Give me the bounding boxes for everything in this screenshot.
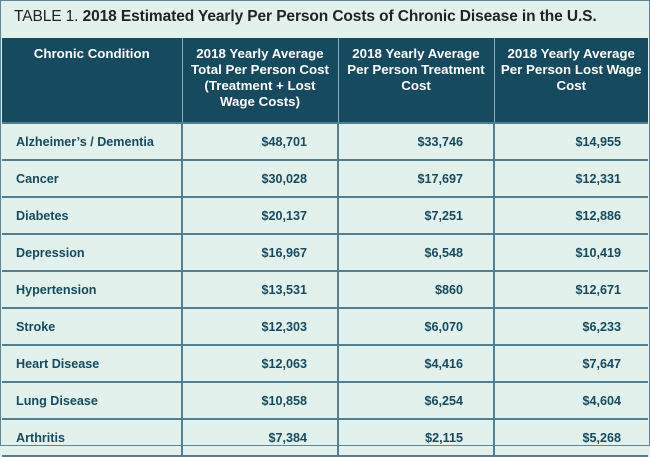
total-cost-cell: $13,531 xyxy=(181,270,339,308)
column-header-treatment-cost: 2018 Yearly Average Per Person Treatment… xyxy=(337,38,495,123)
condition-cell: Arthritis xyxy=(2,418,183,457)
table-row: Arthritis $7,384 $2,115 $5,268 xyxy=(2,418,648,457)
table-row: Stroke $12,303 $6,070 $6,233 xyxy=(2,307,648,345)
table-row: Hypertension $13,531 $860 $12,671 xyxy=(2,270,648,308)
treatment-cost-cell: $4,416 xyxy=(337,344,495,382)
condition-cell: Stroke xyxy=(2,307,183,345)
column-header-condition: Chronic Condition xyxy=(2,38,183,123)
condition-cell: Depression xyxy=(2,233,183,271)
condition-cell: Alzheimer’s / Dementia xyxy=(2,122,183,160)
total-cost-cell: $20,137 xyxy=(181,196,339,234)
treatment-cost-cell: $860 xyxy=(337,270,495,308)
table-row: Alzheimer’s / Dementia $48,701 $33,746 $14,… xyxy=(2,122,648,160)
table-caption: TABLE 1. 2018 Estimated Yearly Per Perso… xyxy=(14,8,597,26)
lost-wage-cost-cell: $12,671 xyxy=(493,270,648,308)
total-cost-cell: $30,028 xyxy=(181,159,339,197)
treatment-cost-cell: $6,070 xyxy=(337,307,495,345)
lost-wage-cost-cell: $12,331 xyxy=(493,159,648,197)
lost-wage-cost-cell: $6,233 xyxy=(493,307,648,345)
condition-cell: Lung Disease xyxy=(2,381,183,419)
table-row: Cancer $30,028 $17,697 $12,331 xyxy=(2,159,648,197)
treatment-cost-cell: $33,746 xyxy=(337,122,495,160)
total-cost-cell: $48,701 xyxy=(181,122,339,160)
treatment-cost-cell: $17,697 xyxy=(337,159,495,197)
table-label: TABLE 1. xyxy=(14,8,79,25)
lost-wage-cost-cell: $4,604 xyxy=(493,381,648,419)
total-cost-cell: $10,858 xyxy=(181,381,339,419)
table-row: Depression $16,967 $6,548 $10,419 xyxy=(2,233,648,271)
total-cost-cell: $12,063 xyxy=(181,344,339,382)
table-row: Diabetes $20,137 $7,251 $12,886 xyxy=(2,196,648,234)
total-cost-cell: $16,967 xyxy=(181,233,339,271)
condition-cell: Hypertension xyxy=(2,270,183,308)
lost-wage-cost-cell: $7,647 xyxy=(493,344,648,382)
condition-cell: Heart Disease xyxy=(2,344,183,382)
table-body: Alzheimer’s / Dementia $48,701 $33,746 $14,… xyxy=(2,122,648,457)
table-title: 2018 Estimated Yearly Per Person Costs o… xyxy=(82,8,597,25)
column-header-total-cost: 2018 Yearly Average Total Per Person Cos… xyxy=(181,38,339,123)
total-cost-cell: $12,303 xyxy=(181,307,339,345)
treatment-cost-cell: $7,251 xyxy=(337,196,495,234)
condition-cell: Diabetes xyxy=(2,196,183,234)
header-row: Chronic Condition 2018 Yearly Average To… xyxy=(2,38,648,123)
condition-cell: Cancer xyxy=(2,159,183,197)
table-row: Lung Disease $10,858 $6,254 $4,604 xyxy=(2,381,648,419)
lost-wage-cost-cell: $5,268 xyxy=(493,418,648,457)
total-cost-cell: $7,384 xyxy=(181,418,339,457)
treatment-cost-cell: $2,115 xyxy=(337,418,495,457)
treatment-cost-cell: $6,548 xyxy=(337,233,495,271)
lost-wage-cost-cell: $12,886 xyxy=(493,196,648,234)
column-header-lost-wage-cost: 2018 Yearly Average Per Person Lost Wage… xyxy=(493,38,648,123)
cost-table: Chronic Condition 2018 Yearly Average To… xyxy=(2,38,648,457)
lost-wage-cost-cell: $10,419 xyxy=(493,233,648,271)
treatment-cost-cell: $6,254 xyxy=(337,381,495,419)
table-row: Heart Disease $12,063 $4,416 $7,647 xyxy=(2,344,648,382)
lost-wage-cost-cell: $14,955 xyxy=(493,122,648,160)
